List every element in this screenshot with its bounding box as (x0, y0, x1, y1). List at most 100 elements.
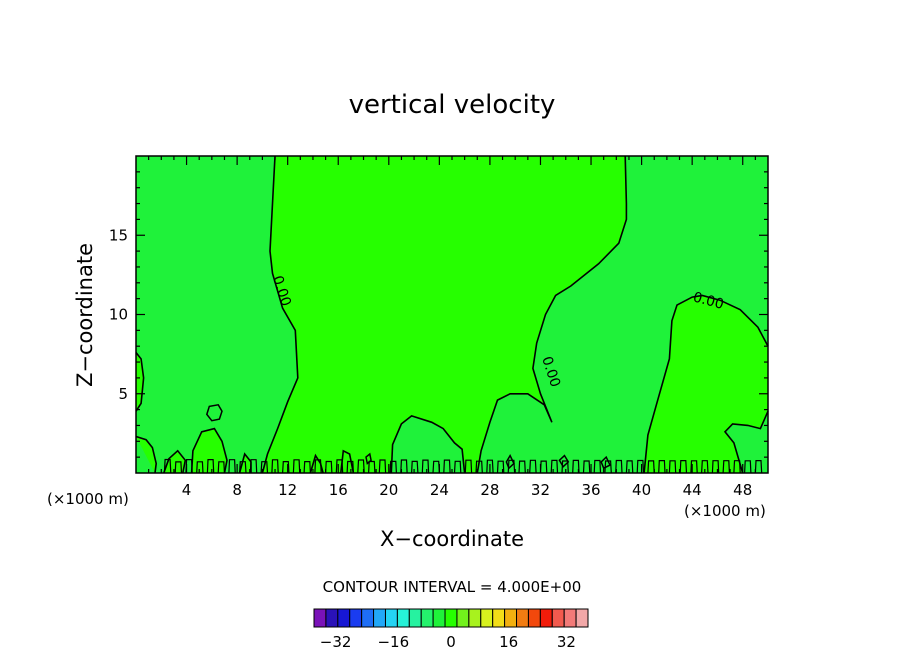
ripple (711, 460, 720, 474)
contour-line-2 (643, 294, 769, 474)
ripple (346, 460, 354, 474)
colorbar-swatch (373, 608, 386, 628)
ripple (593, 459, 602, 474)
ripple (421, 459, 430, 474)
ripple (389, 460, 397, 474)
colorbar-swatch (492, 608, 506, 628)
ripple (163, 458, 172, 474)
ripple (486, 459, 494, 474)
ripple (217, 461, 226, 474)
colorbar-tick-label: 0 (446, 633, 456, 651)
colorbar-tick-label: 32 (557, 633, 576, 651)
ripple (368, 460, 376, 474)
ripple (249, 459, 258, 474)
colorbar: −32 −16 0 16 32 (313, 608, 589, 651)
ripple (196, 461, 204, 474)
closed-contour-0 (205, 403, 223, 422)
ground-lobe-4 (136, 436, 157, 473)
ripple (239, 461, 247, 474)
ripple (271, 459, 279, 474)
ripple (260, 461, 269, 474)
ripple (303, 461, 311, 474)
x-tick-label: 36 (581, 481, 600, 499)
ripple (647, 460, 655, 474)
negative-region-lower-right (725, 411, 768, 473)
ripple (378, 459, 387, 474)
ripple (282, 461, 290, 474)
ripple (400, 459, 408, 474)
ripple (228, 459, 236, 474)
positive-region-center (262, 156, 627, 473)
contour-line-6 (190, 427, 228, 474)
colorbar-swatch (313, 608, 327, 628)
ripple (507, 459, 516, 474)
colorbar-tick-label: 16 (499, 633, 518, 651)
ripple (668, 460, 677, 474)
ripple (443, 459, 451, 474)
x-tick-label: 48 (733, 481, 752, 499)
colorbar-swatch (563, 608, 577, 628)
closed-contour-4 (600, 455, 611, 470)
colorbar-swatch (396, 608, 410, 628)
x-tick-label: 24 (430, 481, 449, 499)
contour-line-0 (261, 155, 299, 474)
plot-area: 0.000.000.00 (135, 155, 769, 474)
y-axis-ticks: 5 10 15 (109, 171, 768, 458)
y-axis-label: Z−coordinate (73, 243, 97, 387)
x-axis-ticks: 4 8 12 16 20 24 28 32 36 40 44 48 (148, 156, 756, 499)
contour-interval-label: CONTOUR INTERVAL = 4.000E+00 (323, 578, 582, 596)
ripple (722, 460, 730, 474)
closed-contour-1 (365, 452, 372, 465)
colorbar-swatch (468, 608, 482, 628)
ripple (582, 460, 591, 474)
ground-lobe-5 (163, 450, 186, 473)
colorbar-swatch (361, 608, 375, 628)
ripple (464, 459, 473, 474)
y-axis-unit: (×1000 m) (47, 490, 129, 508)
ripple (314, 459, 322, 474)
x-tick-label: 40 (632, 481, 651, 499)
ripple (518, 460, 526, 474)
colorbar-swatch (539, 608, 553, 628)
ripple (496, 460, 505, 474)
contour-line-4 (135, 435, 158, 474)
ripple (411, 460, 419, 474)
ripple (529, 459, 537, 474)
ripple (561, 460, 569, 474)
ripple (325, 460, 333, 474)
contour-line-11 (723, 410, 769, 474)
colorbar-swatch (527, 608, 541, 628)
ripple (701, 460, 709, 474)
colorbar-swatch (444, 608, 458, 628)
ripple (174, 461, 183, 474)
contour-line-5 (163, 449, 187, 474)
x-tick-label: 20 (379, 481, 398, 499)
colorbar-swatch (384, 608, 398, 628)
ripple (292, 459, 301, 474)
ground-lobe-8 (391, 415, 465, 473)
y-tick-label: 15 (109, 226, 128, 244)
ground-lobe-9 (310, 455, 324, 473)
colorbar-swatch (325, 608, 339, 628)
x-tick-label: 16 (329, 481, 348, 499)
x-tick-label: 28 (480, 481, 499, 499)
x-tick-label: 4 (182, 481, 192, 499)
colorbar-swatch (480, 608, 494, 628)
x-tick-label: 12 (278, 481, 297, 499)
y-tick-label: 5 (118, 385, 128, 403)
ripple (453, 460, 462, 474)
contour-line-1 (476, 155, 628, 474)
ripple (733, 460, 741, 474)
colorbar-swatch (504, 608, 518, 628)
ripple (550, 459, 559, 474)
ripple (475, 460, 483, 474)
x-tick-label: 44 (683, 481, 702, 499)
ripple (690, 460, 698, 474)
x-tick-label: 8 (232, 481, 242, 499)
ripple (357, 459, 365, 474)
ripple (206, 459, 215, 474)
contour-line-8 (390, 415, 466, 474)
ripple (744, 460, 752, 474)
colorbar-swatch (337, 608, 351, 628)
